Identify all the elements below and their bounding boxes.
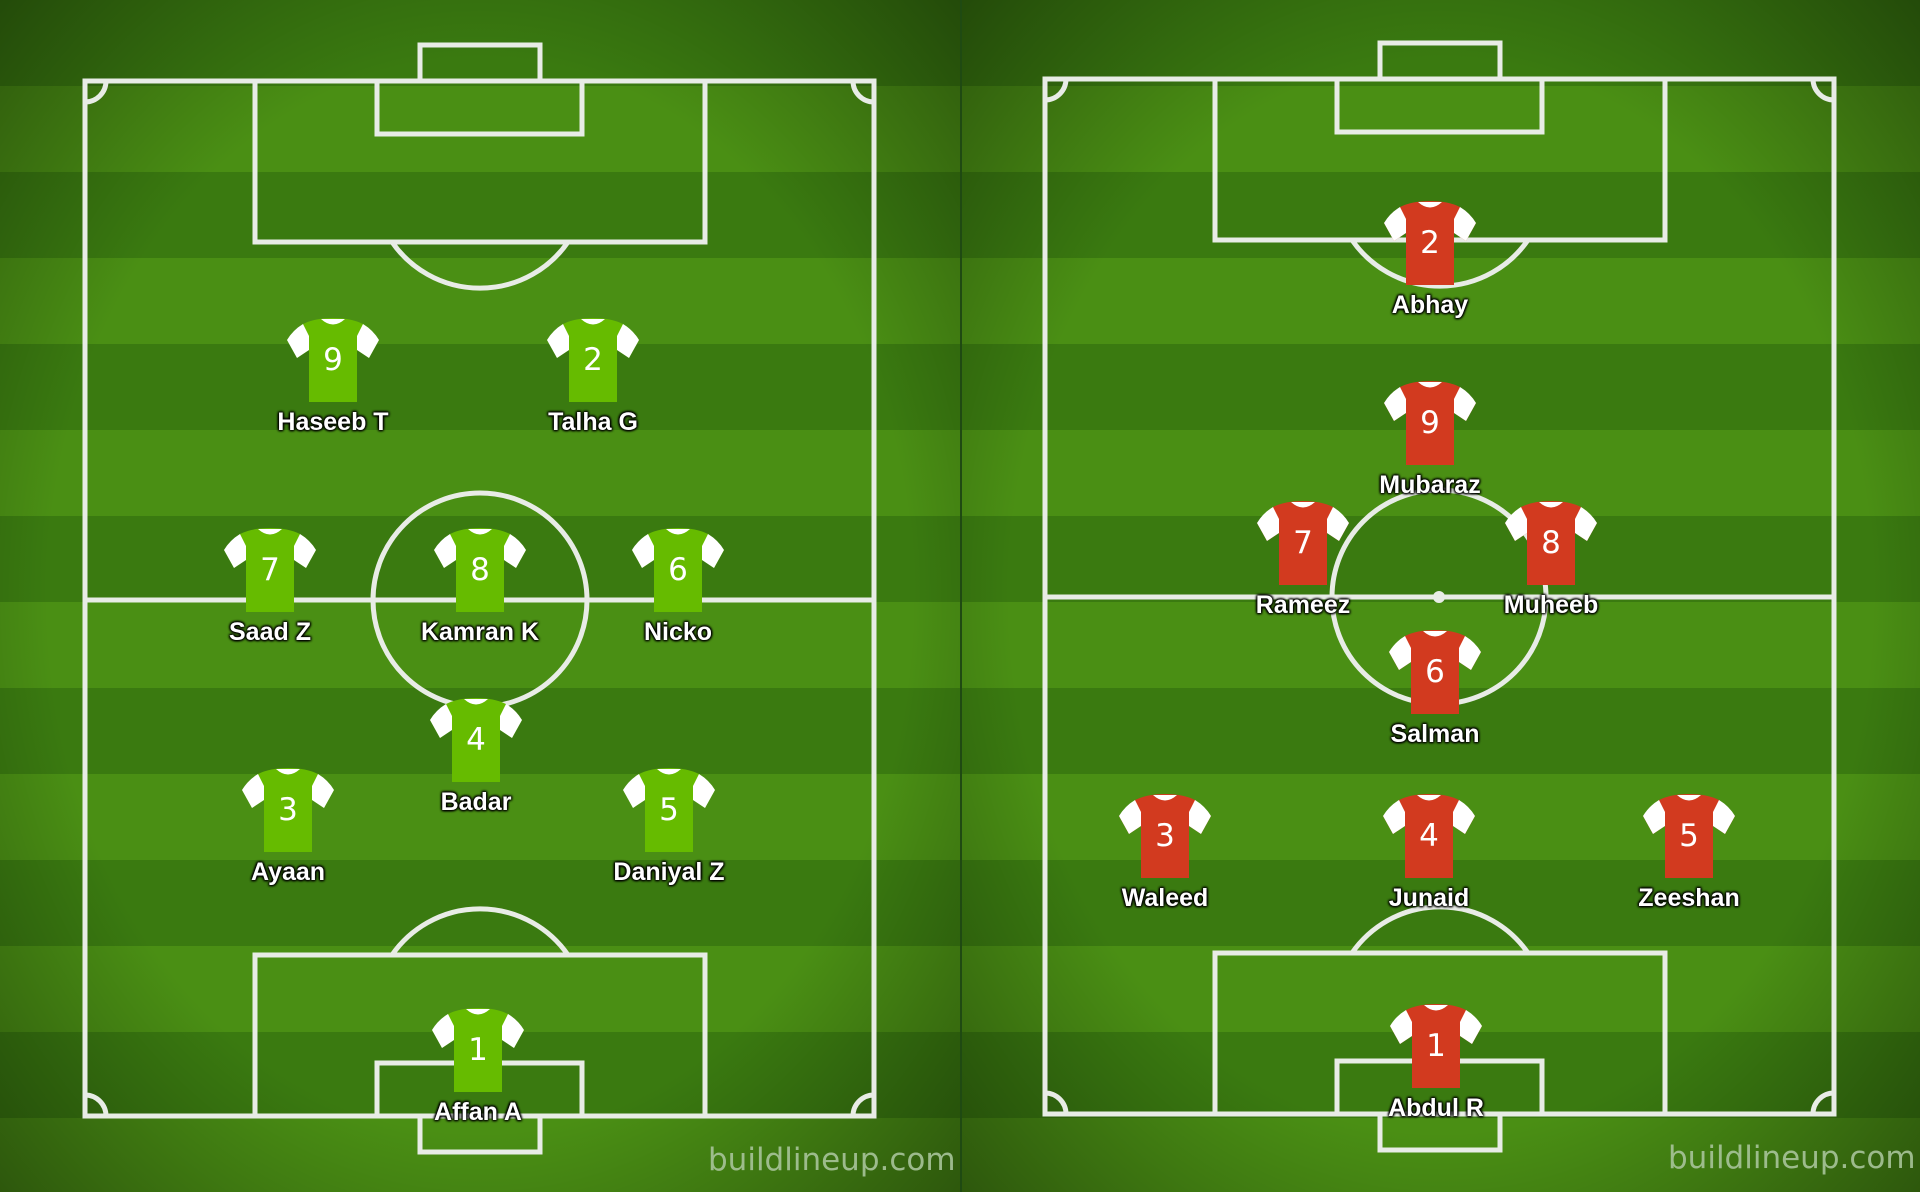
player-name: Nicko [643, 618, 713, 646]
player-badar[interactable]: 4 Badar [376, 690, 576, 817]
player-abdul-r[interactable]: 1 Abdul R [1336, 996, 1536, 1123]
player-kamran-k[interactable]: 8 Kamran K [380, 520, 580, 647]
watermark-left: buildlineup.com [708, 1142, 956, 1178]
player-name: Mubaraz [1379, 471, 1481, 499]
watermark-right: buildlineup.com [1668, 1140, 1916, 1176]
shirt-icon: 3 [1119, 794, 1211, 878]
player-name: Salman [1390, 720, 1480, 748]
svg-text:4: 4 [466, 722, 486, 758]
player-rameez[interactable]: 7 Rameez [1203, 493, 1403, 620]
svg-text:4: 4 [1419, 818, 1439, 854]
shirt-icon: 6 [1389, 630, 1481, 714]
player-talha-g[interactable]: 2 Talha G [493, 310, 693, 437]
pitch-left-field [0, 0, 960, 1192]
player-name: Zeeshan [1638, 884, 1740, 912]
shirt-icon: 8 [434, 528, 526, 612]
player-mubaraz[interactable]: 9 Mubaraz [1330, 373, 1530, 500]
svg-text:7: 7 [1293, 525, 1313, 561]
shirt-icon: 1 [1390, 1004, 1482, 1088]
shirt-icon: 4 [1383, 794, 1475, 878]
svg-text:8: 8 [1541, 525, 1561, 561]
shirt-icon: 2 [1384, 201, 1476, 285]
svg-text:3: 3 [278, 792, 298, 828]
player-affan-a[interactable]: 1 Affan A [378, 1000, 578, 1127]
player-name: Abdul R [1388, 1094, 1484, 1122]
svg-text:3: 3 [1155, 818, 1175, 854]
svg-text:2: 2 [1420, 225, 1440, 261]
shirt-icon: 5 [623, 768, 715, 852]
player-abhay[interactable]: 2 Abhay [1330, 193, 1530, 320]
player-ayaan[interactable]: 3 Ayaan [188, 760, 388, 887]
svg-text:1: 1 [1426, 1028, 1446, 1064]
svg-text:6: 6 [668, 552, 688, 588]
svg-text:1: 1 [468, 1032, 488, 1068]
svg-text:7: 7 [260, 552, 280, 588]
player-name: Waleed [1121, 884, 1209, 912]
player-name: Affan A [434, 1098, 522, 1126]
shirt-icon: 7 [1257, 501, 1349, 585]
shirt-icon: 2 [547, 318, 639, 402]
player-zeeshan[interactable]: 5 Zeeshan [1589, 786, 1789, 913]
shirt-icon: 9 [287, 318, 379, 402]
shirt-icon: 1 [432, 1008, 524, 1092]
shirt-icon: 5 [1643, 794, 1735, 878]
player-name: Badar [440, 788, 512, 816]
pitch-right: 2 Abhay 9 Mubaraz 7 Rameez 8 [962, 0, 1920, 1192]
player-name: Daniyal Z [613, 858, 725, 886]
player-name: Junaid [1388, 884, 1470, 912]
svg-text:5: 5 [659, 792, 679, 828]
svg-text:6: 6 [1425, 654, 1445, 690]
shirt-icon: 6 [632, 528, 724, 612]
shirt-icon: 4 [430, 698, 522, 782]
shirt-icon: 3 [242, 768, 334, 852]
svg-text:9: 9 [323, 342, 343, 378]
player-name: Ayaan [250, 858, 326, 886]
player-name: Abhay [1391, 291, 1469, 319]
shirt-icon: 9 [1384, 381, 1476, 465]
shirt-icon: 7 [224, 528, 316, 612]
player-junaid[interactable]: 4 Junaid [1329, 786, 1529, 913]
svg-text:8: 8 [470, 552, 490, 588]
svg-text:5: 5 [1679, 818, 1699, 854]
pitch-left: 9 Haseeb T 2 Talha G 7 Saad Z 8 [0, 0, 960, 1192]
shirt-icon: 8 [1505, 501, 1597, 585]
player-name: Talha G [548, 408, 638, 436]
player-name: Kamran K [420, 618, 540, 646]
player-saad-z[interactable]: 7 Saad Z [170, 520, 370, 647]
player-haseeb-t[interactable]: 9 Haseeb T [233, 310, 433, 437]
svg-text:9: 9 [1420, 405, 1440, 441]
player-name: Muheeb [1503, 591, 1599, 619]
player-name: Saad Z [229, 618, 311, 646]
player-daniyal-z[interactable]: 5 Daniyal Z [569, 760, 769, 887]
player-waleed[interactable]: 3 Waleed [1065, 786, 1265, 913]
player-salman[interactable]: 6 Salman [1335, 622, 1535, 749]
svg-text:2: 2 [583, 342, 603, 378]
player-name: Rameez [1255, 591, 1351, 619]
player-muheeb[interactable]: 8 Muheeb [1451, 493, 1651, 620]
player-nicko[interactable]: 6 Nicko [578, 520, 778, 647]
player-name: Haseeb T [277, 408, 389, 436]
